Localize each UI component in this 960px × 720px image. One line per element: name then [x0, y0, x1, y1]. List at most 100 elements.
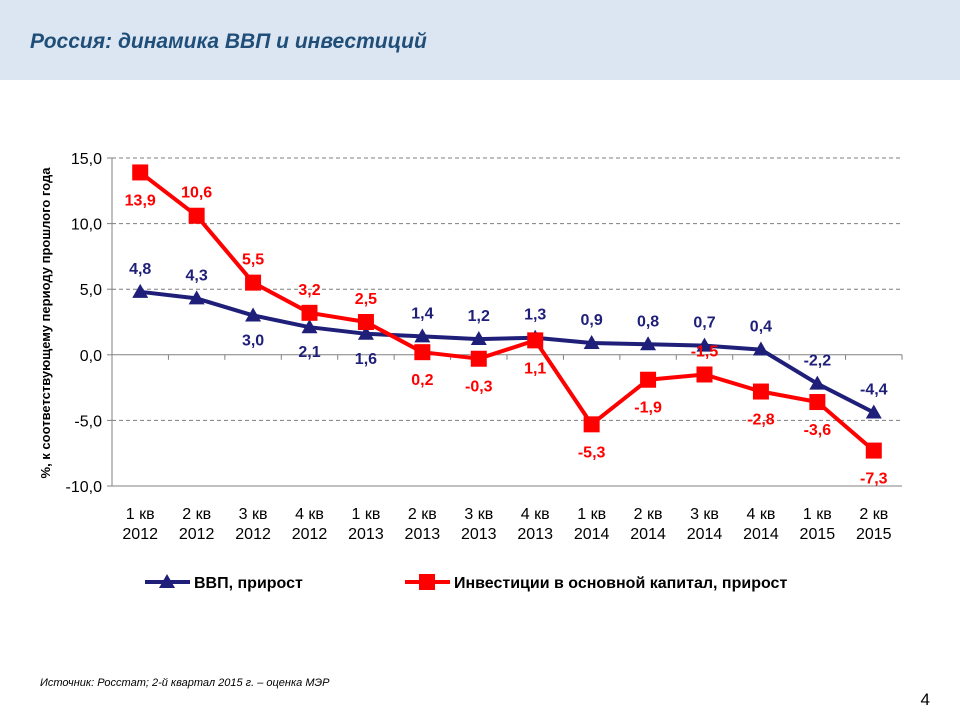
y-tick-labels: 15,0 10,0 5,0 0,0 -5,0 -10,0: [66, 151, 103, 496]
gdp-point: [414, 328, 431, 343]
y-axis-label: %, к соответствующему периоду прошлого г…: [38, 167, 53, 479]
x-tick-label-quarter: 2 кв: [408, 506, 437, 523]
investment-data-label: 13,9: [125, 192, 156, 209]
x-tick-label-year: 2012: [235, 526, 271, 543]
source-note: Источник: Росстат; 2-й квартал 2015 г. –…: [40, 677, 330, 689]
investment-data-label: -1,5: [691, 343, 719, 360]
investment-point: [301, 304, 318, 321]
investment-point: [696, 366, 713, 383]
series-investment: 13,9 10,6 5,5 3,2 2,5 0,2 -0,3 1,1 -5,3 -1,9 -1,5 -…: [125, 164, 888, 488]
x-tick-label-quarter: 3 кв: [239, 506, 268, 523]
gdp-point: [640, 336, 657, 351]
page-number: 4: [920, 690, 930, 709]
series-gdp: 4,8 4,3 3,0 2,1 1,6 1,4 1,2 1,3 0,9 0,8 0,7 0,4 -2,2…: [129, 261, 888, 419]
x-tick-label-year: 2012: [179, 526, 215, 543]
gdp-data-label: 3,0: [242, 332, 264, 349]
legend-investment-label: Инвестиции в основной капитал, прирост: [454, 575, 787, 592]
investment-line: [138, 170, 876, 453]
gdp-data-label: 1,4: [411, 305, 433, 322]
investment-data-label: -3,6: [804, 422, 832, 439]
investment-point: [132, 164, 149, 181]
x-tick-label-year: 2013: [405, 526, 441, 543]
x-tick-label-year: 2015: [856, 526, 892, 543]
investment-point: [640, 371, 657, 388]
gdp-point: [696, 337, 713, 352]
gdp-data-label: 4,8: [129, 261, 151, 278]
x-tick-label-quarter: 4 кв: [295, 506, 324, 523]
investment-point: [583, 416, 600, 433]
gdp-point: [357, 325, 374, 340]
x-tick-label-year: 2014: [743, 526, 779, 543]
x-tick-labels: 1 кв 2012 2 кв 2012 3 кв 2012 4 кв 2012 1 кв 2013…: [122, 506, 891, 543]
x-tick-label-quarter: 1 кв: [803, 506, 832, 523]
investment-data-label: 5,5: [242, 252, 264, 269]
gdp-data-label: 1,2: [468, 308, 490, 325]
x-tick-label-quarter: 4 кв: [521, 506, 550, 523]
investment-point: [188, 207, 205, 224]
gdp-data-label: 0,8: [637, 313, 659, 330]
investment-point: [245, 274, 262, 291]
legend-gdp-label: ВВП, прирост: [194, 575, 303, 592]
gdp-data-label: -4,4: [860, 382, 888, 399]
investment-point: [865, 442, 882, 459]
gdp-data-label: 1,6: [355, 351, 377, 368]
gdp-point: [132, 283, 149, 298]
investment-data-label: 0,2: [411, 372, 433, 389]
gdp-point: [865, 404, 882, 419]
slide-title: Россия: динамика ВВП и инвестиций: [30, 30, 427, 53]
gdp-data-label: 1,3: [524, 307, 546, 324]
x-tick-label-quarter: 3 кв: [690, 506, 719, 523]
axes: [107, 157, 903, 487]
investment-data-label: 10,6: [181, 185, 212, 202]
y-tick-label: -5,0: [74, 413, 102, 430]
gdp-point: [188, 290, 205, 305]
gdp-line: [139, 289, 875, 415]
y-tick-label: -10,0: [66, 479, 103, 496]
legend-gdp-marker: [159, 574, 175, 588]
x-tick-label-quarter: 2 кв: [634, 506, 663, 523]
y-tick-label: 15,0: [71, 151, 102, 168]
x-tick-label-quarter: 1 кв: [577, 506, 606, 523]
x-tick-label-year: 2013: [348, 526, 384, 543]
legend: ВВП, прирост Инвестиции в основной капита…: [145, 574, 787, 592]
y-tick-label: 5,0: [80, 282, 102, 299]
gdp-data-label: 4,3: [186, 267, 208, 284]
investment-data-label: 3,2: [298, 282, 320, 299]
investment-data-label: 1,1: [524, 360, 546, 377]
y-tick-label: 10,0: [71, 217, 102, 234]
investment-point: [527, 332, 544, 349]
gdp-point: [245, 307, 262, 322]
investment-point: [470, 350, 487, 367]
grid-lines: [112, 157, 902, 421]
x-tick-label-quarter: 4 кв: [747, 506, 776, 523]
legend-investment-marker: [419, 574, 435, 590]
x-tick-label-year: 2014: [574, 526, 610, 543]
x-tick-label-quarter: 2 кв: [182, 506, 211, 523]
x-tick-label-quarter: 1 кв: [352, 506, 381, 523]
investment-data-label: -0,3: [465, 379, 493, 396]
gdp-data-label: -2,2: [804, 353, 832, 370]
x-tick-label-quarter: 1 кв: [126, 506, 155, 523]
investment-data-label: -7,3: [860, 471, 888, 488]
gdp-data-label: 2,1: [298, 344, 320, 361]
gdp-data-label: 0,7: [693, 315, 715, 332]
x-tick-label-year: 2013: [461, 526, 497, 543]
gdp-point: [752, 341, 769, 356]
title-banner: [0, 0, 960, 80]
x-tick-label-year: 2015: [800, 526, 836, 543]
gdp-point: [809, 375, 826, 390]
investment-data-label: -1,9: [634, 400, 662, 417]
x-tick-label-year: 2013: [517, 526, 553, 543]
investment-data-label: -2,8: [747, 412, 775, 429]
x-tick-label-year: 2014: [630, 526, 666, 543]
x-tick-label-year: 2012: [292, 526, 328, 543]
gdp-point: [583, 334, 600, 349]
investment-point: [752, 383, 769, 400]
investment-data-label: -5,3: [578, 444, 606, 461]
gdp-data-label: 0,4: [750, 319, 772, 336]
investment-point: [357, 314, 374, 330]
y-tick-label: 0,0: [80, 348, 102, 365]
x-tick-label-quarter: 3 кв: [464, 506, 493, 523]
gdp-point: [470, 331, 487, 346]
